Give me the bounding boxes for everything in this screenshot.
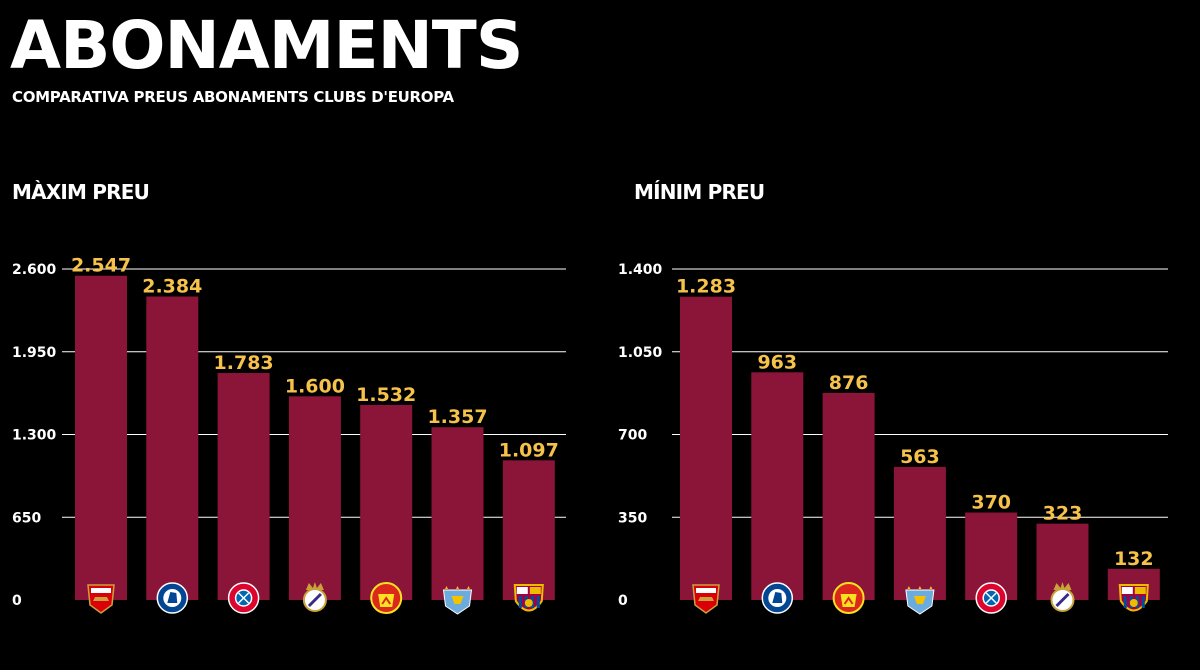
real-madrid-logo [1050, 582, 1075, 612]
page-subtitle: COMPARATIVA PREUS ABONAMENTS CLUBS D'EUR… [12, 88, 454, 106]
bar-value-label: 1.600 [285, 375, 345, 397]
barcelona-logo [1118, 584, 1149, 612]
bar-value-label: 1.783 [214, 352, 274, 374]
bar-value-label: 876 [829, 372, 869, 394]
y-tick-label: 1.050 [618, 345, 663, 361]
arsenal-logo [87, 584, 115, 614]
real-madrid-logo [302, 582, 327, 612]
bar-value-label: 1.097 [499, 439, 559, 461]
bar-value-label: 370 [971, 492, 1011, 514]
max-price-chart: 0 650 1.300 1.950 2.600 2.547 2.384 1.783 1.600 1… [12, 255, 566, 615]
y-tick-label: 350 [618, 510, 647, 526]
chelsea-logo [761, 582, 794, 614]
bar [75, 275, 127, 600]
chart-title-max-price: MÀXIM PREU [12, 180, 150, 204]
bar [360, 404, 413, 600]
man-city-logo [905, 586, 935, 615]
bar-value-label: 1.283 [676, 276, 736, 298]
page-title: ABONAMENTS [10, 7, 523, 84]
bar [217, 373, 270, 600]
barcelona-logo [513, 584, 544, 612]
chelsea-logo [156, 582, 189, 614]
bar-value-label: 2.384 [142, 275, 202, 297]
bar-value-label: 323 [1043, 503, 1083, 525]
bayern-logo [975, 582, 1007, 614]
bar [502, 460, 555, 600]
bar-value-label: 1.357 [427, 406, 487, 428]
chart-title-min-price: MÍNIM PREU [634, 180, 765, 204]
man-united-logo [370, 582, 403, 614]
bar [751, 372, 804, 600]
bar-value-label: 1.532 [356, 384, 416, 406]
bar [288, 396, 341, 600]
man-united-logo [832, 582, 865, 614]
bayern-logo [227, 582, 260, 614]
bar [431, 427, 484, 600]
y-tick-label: 0 [12, 593, 22, 609]
arsenal-logo [692, 584, 720, 614]
man-city-logo [442, 586, 473, 615]
bar [822, 392, 875, 600]
bar [146, 296, 199, 600]
y-tick-label: 1.950 [12, 345, 57, 361]
bar-value-label: 563 [900, 446, 940, 468]
bar-value-label: 963 [757, 351, 797, 373]
y-tick-label: 2.600 [12, 262, 57, 278]
y-tick-label: 1.400 [618, 262, 663, 278]
bar-value-label: 2.547 [71, 255, 131, 277]
y-tick-label: 1.300 [12, 428, 57, 444]
y-tick-label: 650 [12, 510, 41, 526]
bar [893, 466, 946, 600]
bar-value-label: 132 [1114, 548, 1154, 570]
bar [680, 296, 732, 600]
y-tick-label: 700 [618, 428, 647, 444]
y-tick-label: 0 [618, 593, 628, 609]
